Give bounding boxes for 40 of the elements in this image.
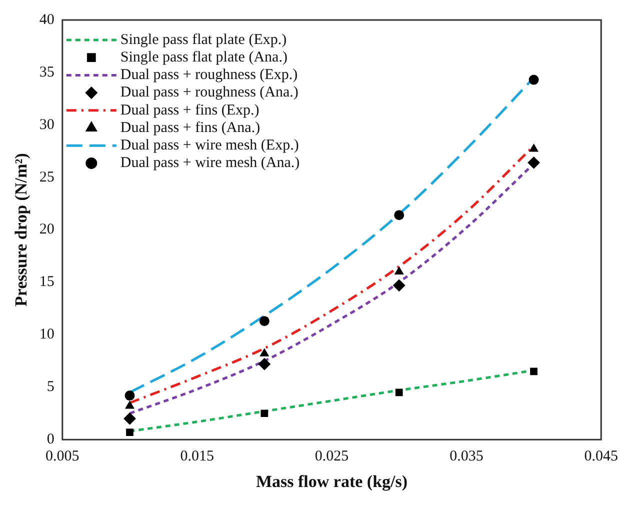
point — [258, 358, 270, 370]
y-tick-label: 35 — [39, 64, 54, 80]
y-tick-label: 40 — [39, 12, 54, 28]
legend-label: Dual pass + fins (Exp.) — [120, 102, 260, 118]
point — [530, 368, 538, 376]
point — [125, 401, 134, 409]
y-tick-label: 30 — [39, 116, 54, 133]
legend-label: Dual pass + roughness (Exp.) — [120, 67, 298, 84]
legend-label: Single pass flat plate (Ana.) — [120, 50, 288, 66]
x-tick-label: 0.025 — [314, 448, 349, 465]
x-axis-title: Mass flow rate (kg/s) — [256, 472, 408, 492]
y-tick-label: 20 — [39, 222, 54, 238]
y-tick-label: 10 — [39, 326, 54, 343]
x-tick-label: 0.015 — [180, 448, 214, 465]
point — [124, 390, 135, 401]
point — [393, 279, 406, 292]
y-tick-label: 0 — [46, 432, 54, 448]
point — [260, 410, 268, 418]
point — [529, 144, 538, 152]
y-tick-label: 5 — [46, 379, 54, 396]
y-tick-label: 15 — [39, 274, 54, 290]
point — [394, 210, 404, 220]
legend-label: Dual pass + fins (Ana.) — [120, 120, 260, 136]
legend-label: Single pass flat plate (Exp.) — [120, 32, 287, 48]
legend-label: Dual pass + wire mesh (Exp.) — [120, 138, 299, 154]
point — [395, 388, 403, 396]
y-axis-title: Pressure drop (N/m²) — [12, 153, 31, 306]
point — [394, 266, 404, 275]
legend-label: Dual pass + roughness (Ana.) — [120, 84, 298, 101]
legend-label: Dual pass + wire mesh (Ana.) — [120, 155, 300, 172]
y-tick-label: 25 — [39, 169, 54, 186]
point — [259, 316, 270, 326]
x-tick-label: 0.005 — [46, 448, 80, 465]
point — [528, 156, 540, 169]
x-tick-label: 0.045 — [584, 448, 618, 465]
point — [126, 428, 134, 436]
x-tick-label: 0.035 — [450, 448, 484, 465]
point — [124, 412, 136, 425]
point — [528, 74, 539, 85]
point — [260, 348, 269, 356]
